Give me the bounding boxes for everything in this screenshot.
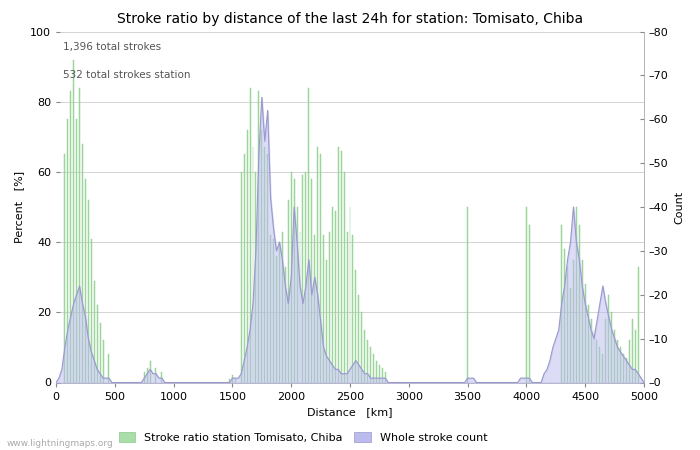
Bar <box>564 249 565 382</box>
Bar <box>617 340 618 382</box>
Bar <box>341 151 342 382</box>
Bar <box>632 320 633 382</box>
Bar <box>290 172 292 382</box>
Bar <box>305 172 307 382</box>
Bar <box>314 235 315 382</box>
Bar <box>335 211 336 382</box>
Bar <box>108 355 109 382</box>
Bar <box>382 369 383 382</box>
Bar <box>326 260 327 382</box>
Bar <box>570 288 571 382</box>
Bar <box>599 347 601 382</box>
Bar <box>338 147 339 382</box>
Text: 532 total strokes station: 532 total strokes station <box>63 70 190 80</box>
Bar <box>282 232 283 382</box>
Bar <box>232 375 233 382</box>
Bar <box>323 235 324 382</box>
Bar <box>629 340 630 382</box>
Bar <box>302 176 303 382</box>
Bar <box>258 91 259 383</box>
Bar <box>279 242 280 382</box>
Bar <box>349 207 351 382</box>
Bar <box>64 154 65 382</box>
Bar <box>144 372 145 382</box>
Bar <box>379 365 380 382</box>
Bar <box>317 147 318 382</box>
Bar <box>85 179 86 382</box>
Bar <box>76 119 77 382</box>
Bar <box>67 119 68 382</box>
Bar <box>385 372 386 382</box>
Bar <box>584 284 586 382</box>
Bar <box>285 267 286 382</box>
Title: Stroke ratio by distance of the last 24h for station: Tomisato, Chiba: Stroke ratio by distance of the last 24h… <box>117 12 583 26</box>
Bar <box>529 225 530 382</box>
Bar <box>376 361 377 382</box>
Bar <box>250 88 251 382</box>
Bar <box>267 154 268 382</box>
Bar <box>147 369 148 382</box>
Bar <box>261 130 262 382</box>
Bar <box>70 91 71 383</box>
Y-axis label: Percent   [%]: Percent [%] <box>15 171 24 243</box>
Bar <box>346 232 347 382</box>
Bar <box>567 267 568 382</box>
Bar <box>94 281 95 382</box>
Bar <box>614 330 615 382</box>
Bar <box>155 369 156 382</box>
Bar <box>235 379 236 382</box>
Bar <box>579 225 580 382</box>
Legend: Stroke ratio station Tomisato, Chiba, Whole stroke count: Stroke ratio station Tomisato, Chiba, Wh… <box>114 428 491 447</box>
Bar <box>608 295 609 382</box>
Bar <box>320 154 321 382</box>
Bar <box>526 207 527 382</box>
Bar <box>88 200 89 382</box>
Bar <box>364 330 365 382</box>
Bar <box>297 207 298 382</box>
Bar <box>270 235 271 382</box>
Bar <box>246 130 248 382</box>
Bar <box>611 312 612 382</box>
Bar <box>576 207 577 382</box>
Bar <box>82 144 83 382</box>
Bar <box>361 312 362 382</box>
Bar <box>591 320 592 382</box>
Bar <box>596 340 597 382</box>
Bar <box>626 358 627 382</box>
Bar <box>623 355 624 382</box>
Bar <box>329 232 330 382</box>
Bar <box>467 207 468 382</box>
Bar <box>620 347 621 382</box>
Bar <box>370 347 371 382</box>
Bar <box>229 379 230 382</box>
X-axis label: Distance   [km]: Distance [km] <box>307 407 393 417</box>
Bar <box>91 238 92 382</box>
Bar <box>373 355 374 382</box>
Bar <box>99 323 101 382</box>
Bar <box>273 238 274 382</box>
Bar <box>103 340 104 382</box>
Bar <box>635 330 636 382</box>
Y-axis label: Count: Count <box>674 190 684 224</box>
Text: 1,396 total strokes: 1,396 total strokes <box>63 42 161 52</box>
Bar <box>561 225 562 382</box>
Bar <box>294 179 295 382</box>
Bar <box>588 305 589 382</box>
Bar <box>353 235 354 382</box>
Bar <box>573 260 574 382</box>
Text: www.lightningmaps.org: www.lightningmaps.org <box>7 439 113 448</box>
Bar <box>276 256 277 382</box>
Bar <box>358 295 359 382</box>
Bar <box>79 88 80 382</box>
